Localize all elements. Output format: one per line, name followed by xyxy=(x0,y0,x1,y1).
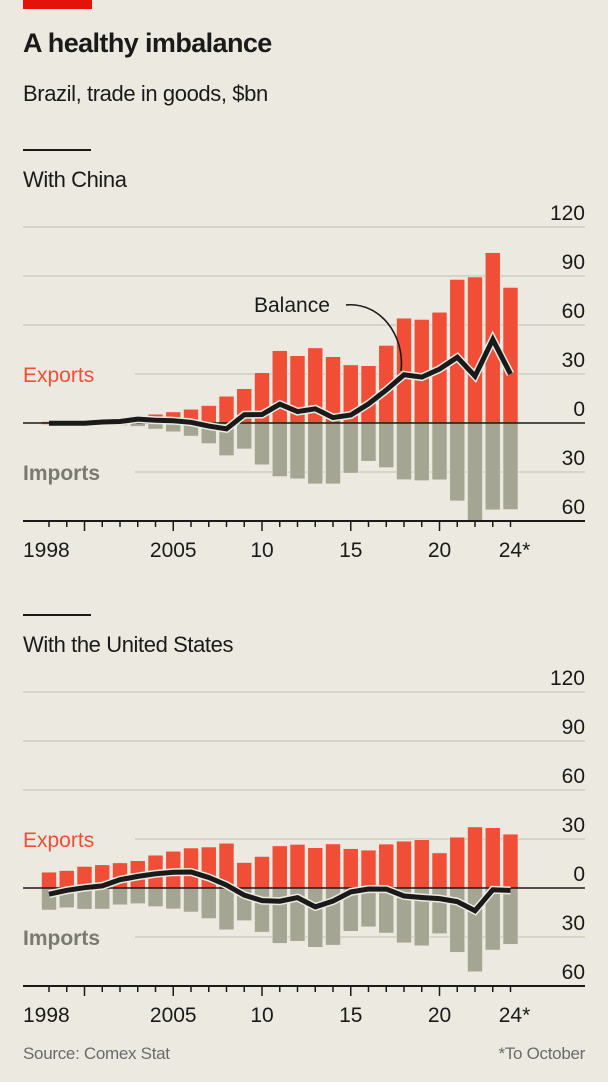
export-bar xyxy=(58,870,75,889)
x-tick-label: 10 xyxy=(250,1004,273,1027)
import-bar xyxy=(147,887,164,907)
import-bar xyxy=(502,422,519,510)
y-tick-label: 0 xyxy=(573,398,585,421)
import-bar xyxy=(94,887,111,910)
export-bar xyxy=(502,833,519,889)
x-tick-label: 1998 xyxy=(23,539,70,562)
import-bar xyxy=(271,422,288,477)
export-bar xyxy=(449,836,466,889)
export-bar xyxy=(236,862,253,889)
import-bar xyxy=(325,422,341,485)
import-bar xyxy=(467,422,483,523)
y-tick-label: 90 xyxy=(562,251,585,274)
import-bar xyxy=(431,422,448,481)
import-bar xyxy=(378,422,395,468)
export-bar xyxy=(41,871,57,889)
y-tick-label: 30 xyxy=(562,814,585,837)
export-bar xyxy=(254,856,270,889)
export-bar xyxy=(396,317,412,424)
import-bar xyxy=(449,422,466,502)
import-bar xyxy=(236,422,253,450)
export-bar xyxy=(396,840,412,889)
chart-subtitle: Brazil, trade in goods, $bn xyxy=(23,81,268,106)
exports-label: Exports xyxy=(23,829,94,852)
import-bar xyxy=(307,887,324,948)
x-tick-label: 24* xyxy=(499,539,531,562)
x-tick-label: 24* xyxy=(499,1004,531,1027)
import-bar xyxy=(307,422,324,485)
import-bar xyxy=(342,422,359,474)
export-bar xyxy=(360,365,377,424)
export-bar xyxy=(325,843,341,889)
balance-line xyxy=(48,869,511,914)
imports-label: Imports xyxy=(23,462,100,485)
y-tick-label: 90 xyxy=(562,716,585,739)
export-bar xyxy=(360,849,377,889)
x-tick-label: 15 xyxy=(339,539,362,562)
import-bar xyxy=(360,422,377,462)
export-bar xyxy=(449,279,466,424)
export-bar xyxy=(342,848,359,889)
exports-label: Exports xyxy=(23,364,94,387)
footnote: *To October xyxy=(498,1044,586,1063)
export-bar xyxy=(413,839,430,889)
section-rule-us xyxy=(23,614,91,616)
export-bar xyxy=(271,350,288,424)
y-tick-label: 60 xyxy=(562,961,585,984)
chart-title: A healthy imbalance xyxy=(23,28,272,58)
import-bar xyxy=(502,887,519,945)
export-bar xyxy=(200,405,217,424)
import-bar xyxy=(254,887,270,933)
import-bar xyxy=(200,887,217,919)
import-bar xyxy=(254,422,270,466)
export-bar xyxy=(183,847,199,889)
imports-label: Imports xyxy=(23,927,100,950)
import-bar xyxy=(112,887,128,906)
balance-line xyxy=(48,333,513,432)
chart-china: 120 90 60 30 0 30 60 1998 2005 10 15 20 24* Exports Im… xyxy=(23,202,585,562)
export-bar xyxy=(467,826,483,889)
import-bar xyxy=(218,887,235,931)
source-note: Source: Comex Stat xyxy=(23,1044,170,1063)
balance-leader-line xyxy=(345,304,403,371)
x-tick-label: 2005 xyxy=(150,1004,197,1027)
section-title-us: With the United States xyxy=(23,632,234,657)
y-tick-label: 60 xyxy=(562,300,585,323)
y-tick-label: 30 xyxy=(562,447,585,470)
import-bar xyxy=(396,422,412,480)
import-bar xyxy=(165,887,182,910)
import-bar xyxy=(289,422,306,480)
section-title-china: With China xyxy=(23,167,127,192)
export-bar xyxy=(271,845,288,889)
brand-tag xyxy=(23,0,92,9)
export-bar xyxy=(289,844,306,889)
export-bar xyxy=(431,852,448,889)
y-tick-label: 60 xyxy=(562,496,585,519)
x-tick-label: 1998 xyxy=(23,1004,70,1027)
section-rule-china xyxy=(23,149,91,151)
y-tick-label: 120 xyxy=(550,202,585,225)
import-bar xyxy=(129,887,146,904)
y-tick-label: 30 xyxy=(562,349,585,372)
y-tick-label: 0 xyxy=(573,863,585,886)
chart-us: 120 90 60 30 0 30 60 1998 2005 10 15 20 24* Exports Im… xyxy=(23,667,585,1027)
export-bar xyxy=(484,827,501,889)
y-tick-label: 120 xyxy=(550,667,585,690)
x-tick-label: 10 xyxy=(250,539,273,562)
balance-annotation: Balance xyxy=(254,294,330,317)
export-bar xyxy=(307,847,324,889)
y-tick-label: 60 xyxy=(562,765,585,788)
y-tick-label: 30 xyxy=(562,912,585,935)
export-bar xyxy=(218,395,235,424)
import-bar xyxy=(183,887,199,913)
x-tick-label: 20 xyxy=(428,1004,451,1027)
x-tick-label: 20 xyxy=(428,539,451,562)
x-tick-label: 15 xyxy=(339,1004,362,1027)
export-bar xyxy=(467,276,483,424)
import-bar xyxy=(484,422,501,511)
x-tick-label: 2005 xyxy=(150,539,197,562)
import-bar xyxy=(413,422,430,481)
export-bar xyxy=(378,843,395,889)
